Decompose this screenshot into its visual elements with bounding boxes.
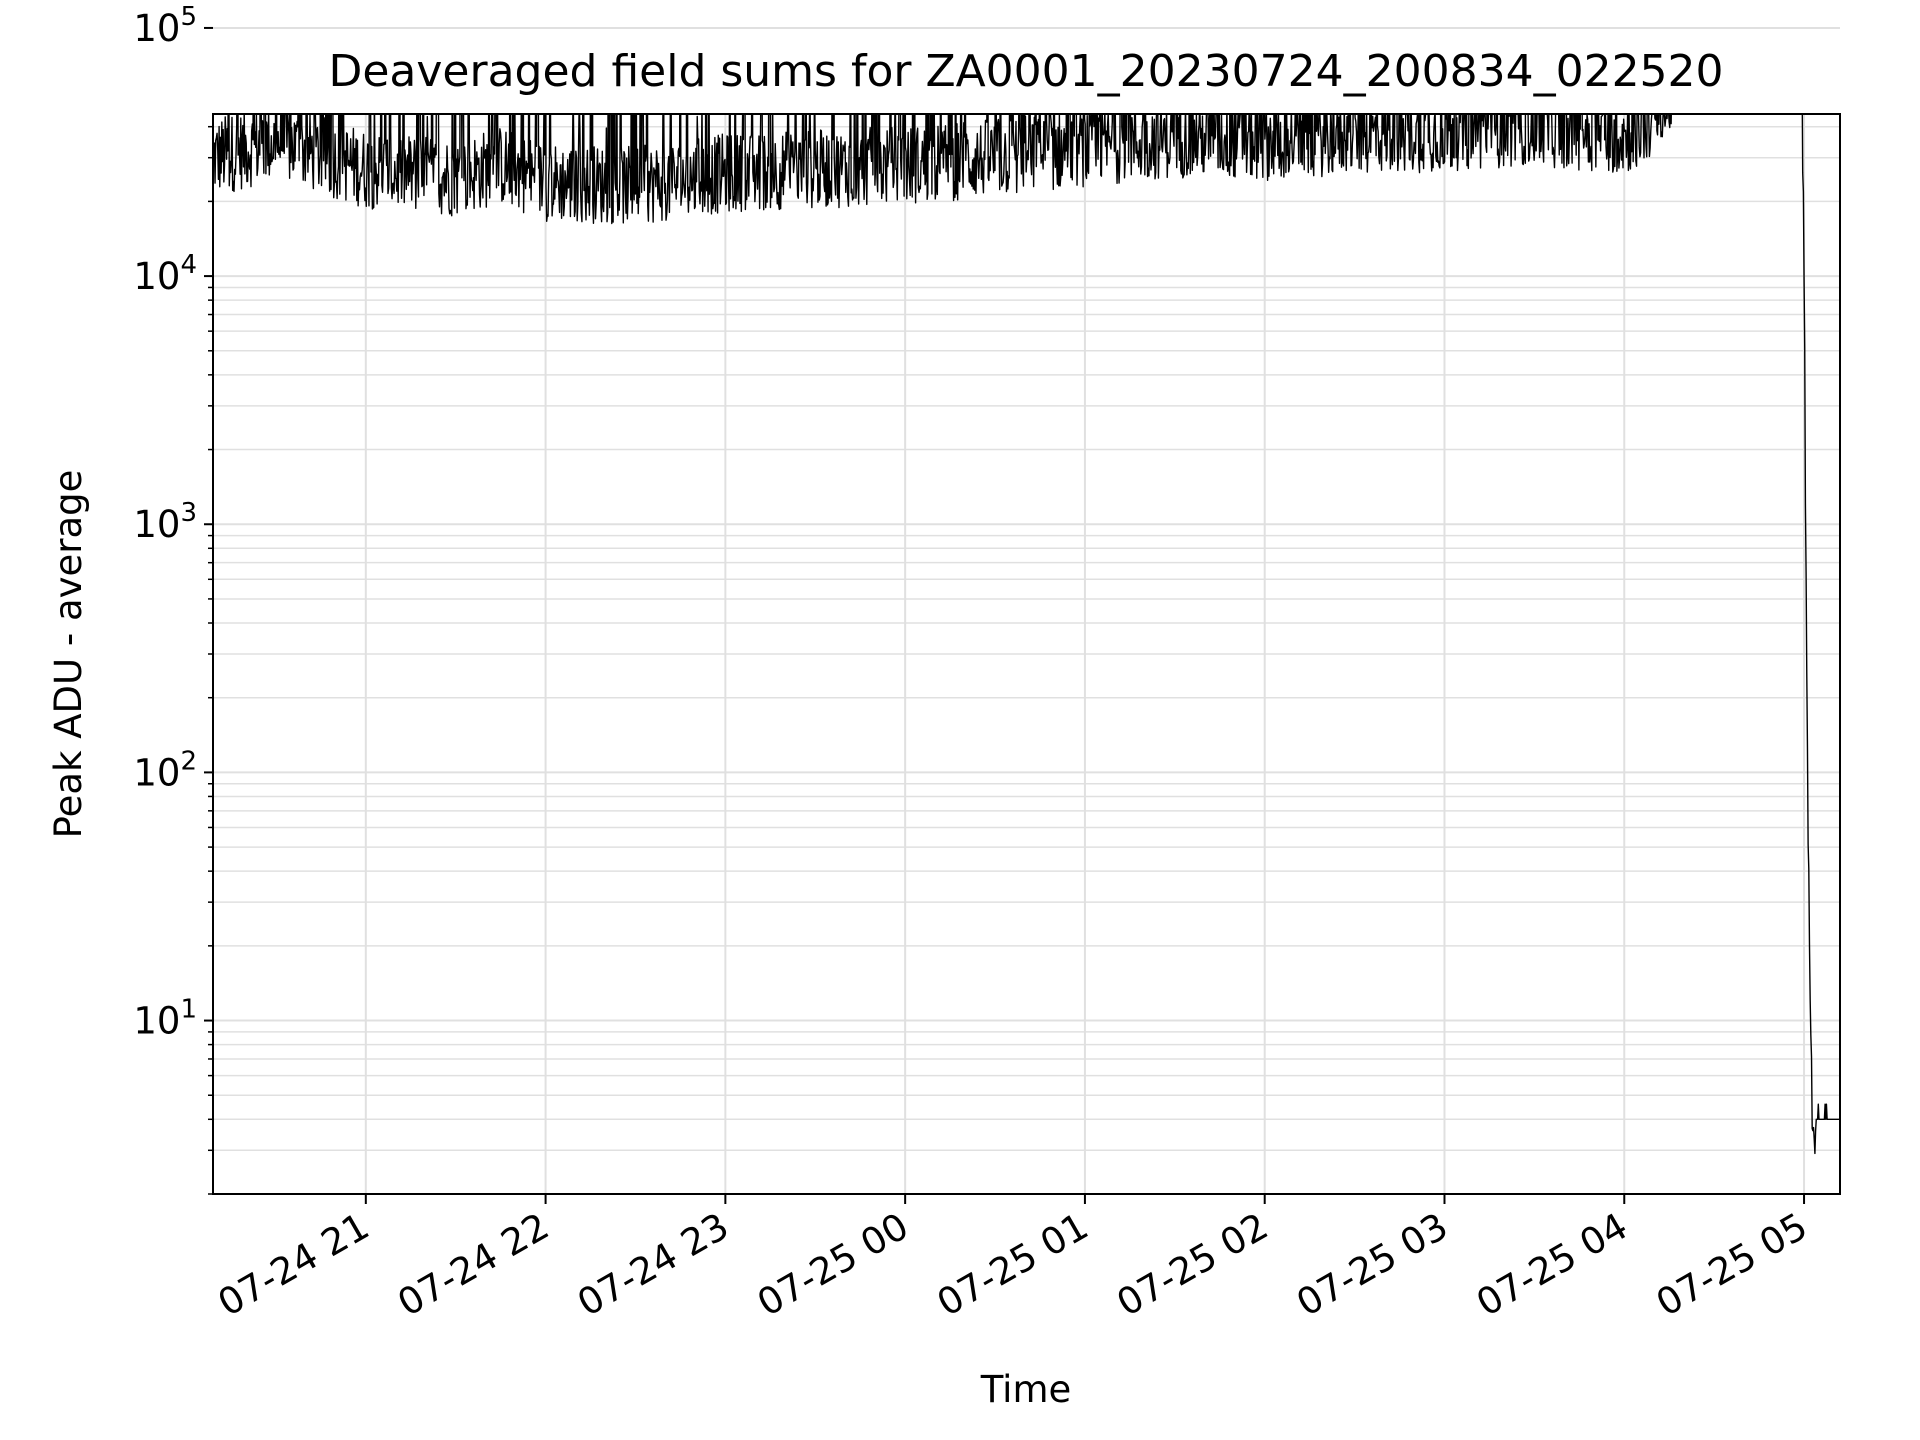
y-tick-label: 102 (133, 746, 197, 794)
y-tick-label: 101 (133, 995, 197, 1043)
y-tick-label: 104 (133, 250, 197, 298)
ticks (204, 26, 1806, 1204)
series-line (213, 114, 1840, 1155)
x-axis-label: Time (980, 1368, 1072, 1411)
grid (213, 26, 1840, 1195)
plot-area (213, 114, 1840, 1155)
y-tick-label: 103 (133, 498, 197, 546)
y-axis-label: Peak ADU - average (47, 470, 90, 839)
y-tick-labels: 101102103104105106 (133, 2, 197, 1043)
y-tick-label: 105 (133, 2, 197, 50)
chart-title: Deaveraged field sums for ZA0001_2023072… (328, 46, 1723, 97)
